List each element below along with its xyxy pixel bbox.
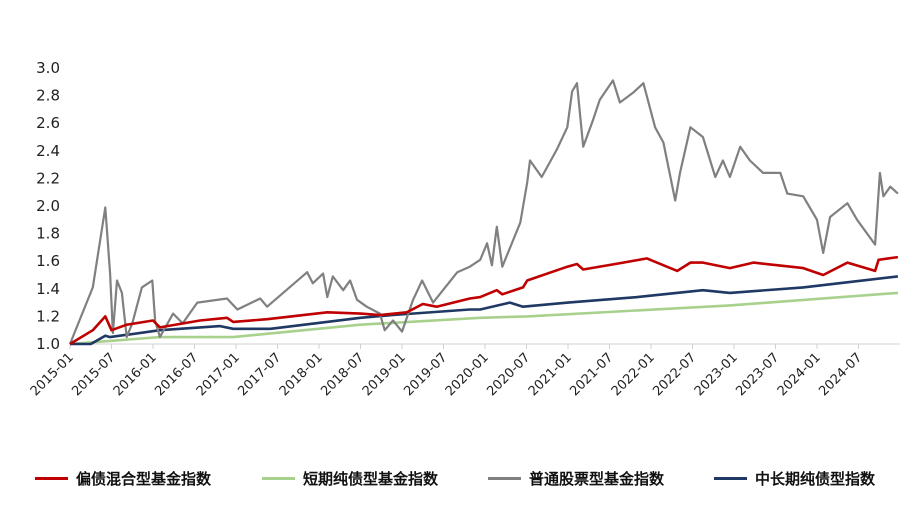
series-line-1 [69,291,898,346]
x-tick-label: 2020-01 [443,350,492,399]
x-tick-label: 2016-01 [111,350,160,399]
legend-swatch [714,476,747,480]
legend-item-equity: 普通股票型基金指数 [488,466,664,490]
x-tick-label: 2020-07 [484,350,533,399]
series-line-0 [69,255,899,346]
legend-swatch [35,476,68,480]
series-line-2 [68,79,899,345]
x-tick-label: 2017-01 [194,350,243,399]
x-tick-label: 2022-07 [650,350,699,399]
legend-item-mixed-bond: 偏债混合型基金指数 [35,466,211,490]
x-tick-label: 2023-01 [692,350,741,399]
x-tick-label: 2017-07 [235,350,284,399]
legend-label: 中长期纯债型指数 [755,469,876,488]
y-tick-label: 2.6 [36,114,60,132]
x-tick-label: 2019-07 [401,350,450,399]
legend-label: 普通股票型基金指数 [529,469,665,488]
legend-swatch [262,476,295,480]
x-tick-label: 2018-01 [277,350,326,399]
y-tick-label: 2.4 [36,142,60,160]
x-tick-label: 2015-01 [28,350,77,399]
x-tick-label: 2016-07 [152,350,201,399]
y-tick-label: 1.4 [36,280,60,298]
x-tick-label: 2015-07 [69,350,118,399]
y-tick-label: 3.0 [36,59,60,77]
x-tick-label: 2022-01 [609,350,658,399]
x-tick-label: 2023-07 [733,350,782,399]
legend: 偏债混合型基金指数 短期纯债型基金指数 普通股票型基金指数 中长期纯债型指数 [0,466,923,490]
y-tick-label: 2.8 [36,87,60,105]
x-tick-label: 2024-07 [816,350,865,399]
x-tick-label: 2024-01 [775,350,824,399]
series-line-3 [70,275,899,346]
y-tick-label: 1.2 [36,307,60,325]
y-tick-label: 2.0 [36,197,60,215]
y-axis: 1.0 1.2 1.4 1.6 1.8 2.0 2.2 2.4 2.6 2.8 3.0 [36,59,60,353]
x-tick-label: 2021-07 [567,350,616,399]
y-tick-label: 1.8 [36,225,60,243]
y-tick-label: 1.0 [36,335,60,353]
x-axis: 2015-012015-072016-012016-072017-012017-… [28,343,900,399]
x-tick-label: 2018-07 [318,350,367,399]
legend-item-short-bond: 短期纯债型基金指数 [262,466,438,490]
line-chart: 1.0 1.2 1.4 1.6 1.8 2.0 2.2 2.4 2.6 2.8 3.0 2015-0… [28,59,900,399]
legend-label: 短期纯债型基金指数 [303,469,439,488]
y-tick-label: 2.2 [36,169,60,187]
y-tick-label: 1.6 [36,252,60,270]
x-tick-label: 2021-01 [526,350,575,399]
x-tick-label: 2019-01 [360,350,409,399]
legend-swatch [488,476,521,480]
legend-label: 偏债混合型基金指数 [76,469,212,488]
legend-item-long-bond: 中长期纯债型指数 [714,466,875,490]
series-lines [68,79,899,346]
